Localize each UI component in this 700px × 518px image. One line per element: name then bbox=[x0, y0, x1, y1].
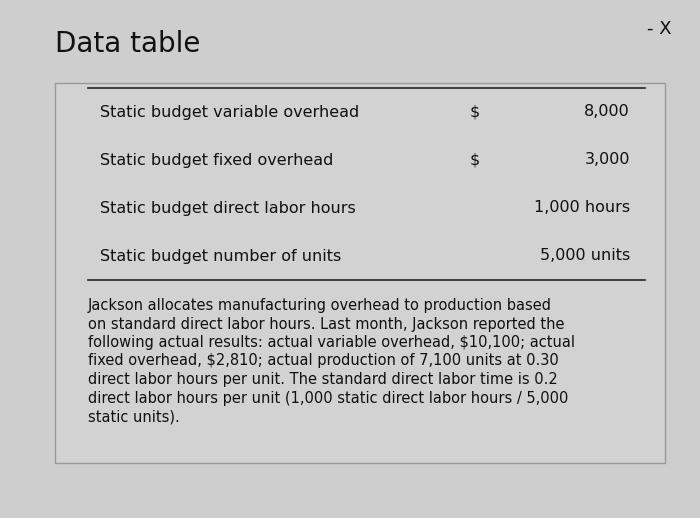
Text: $: $ bbox=[470, 152, 480, 167]
Text: 5,000 units: 5,000 units bbox=[540, 249, 630, 264]
Text: 3,000: 3,000 bbox=[584, 152, 630, 167]
Text: Static budget fixed overhead: Static budget fixed overhead bbox=[100, 152, 333, 167]
Text: Static budget direct labor hours: Static budget direct labor hours bbox=[100, 200, 356, 215]
Text: on standard direct labor hours. Last month, Jackson reported the: on standard direct labor hours. Last mon… bbox=[88, 316, 564, 332]
Text: direct labor hours per unit (1,000 static direct labor hours / 5,000: direct labor hours per unit (1,000 stati… bbox=[88, 391, 568, 406]
Text: Jackson allocates manufacturing overhead to production based: Jackson allocates manufacturing overhead… bbox=[88, 298, 552, 313]
Text: - X: - X bbox=[648, 20, 672, 38]
Text: $: $ bbox=[470, 105, 480, 120]
Text: fixed overhead, $2,810; actual production of 7,100 units at 0.30: fixed overhead, $2,810; actual productio… bbox=[88, 353, 559, 368]
Text: Static budget variable overhead: Static budget variable overhead bbox=[100, 105, 359, 120]
Text: Data table: Data table bbox=[55, 30, 200, 58]
Text: 8,000: 8,000 bbox=[584, 105, 630, 120]
Text: Static budget number of units: Static budget number of units bbox=[100, 249, 342, 264]
FancyBboxPatch shape bbox=[55, 83, 665, 463]
Text: direct labor hours per unit. The standard direct labor time is 0.2: direct labor hours per unit. The standar… bbox=[88, 372, 558, 387]
Text: 1,000 hours: 1,000 hours bbox=[534, 200, 630, 215]
Text: following actual results: actual variable overhead, $10,100; actual: following actual results: actual variabl… bbox=[88, 335, 575, 350]
Text: static units).: static units). bbox=[88, 409, 180, 424]
